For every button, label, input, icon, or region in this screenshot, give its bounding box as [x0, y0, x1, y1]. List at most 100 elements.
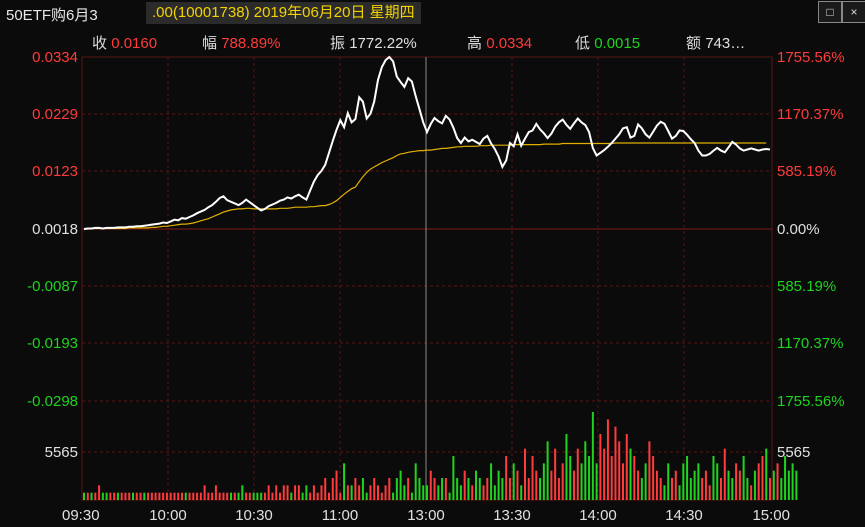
volume-bar [124, 492, 127, 500]
x-tick-label: 13:00 [407, 507, 445, 524]
volume-bar [358, 485, 361, 500]
volume-bar [263, 492, 266, 500]
close-icon[interactable]: × [842, 1, 865, 23]
volume-bar [535, 470, 538, 500]
volume-bar [346, 485, 349, 500]
volume-bar [599, 434, 602, 500]
volume-bar [260, 492, 263, 500]
volume-bar [776, 463, 779, 500]
volume-bar [501, 478, 504, 500]
volume-bar [727, 470, 730, 500]
volume-bar [173, 492, 176, 500]
volume-bar [437, 485, 440, 500]
stat-amplitude: 振 1772.22% [330, 35, 417, 52]
volume-bar [772, 470, 775, 500]
volume-bar [181, 492, 183, 500]
volume-bar [248, 492, 251, 500]
volume-bar [497, 470, 500, 500]
volume-bar [686, 456, 689, 500]
volume-bar [655, 470, 658, 500]
volume-bar [305, 485, 308, 500]
volume-bar [105, 492, 108, 500]
x-tick-label: 15:00 [752, 507, 790, 524]
y-left-tick-label: 0.0018 [32, 221, 78, 238]
x-axis-labels: 09:30 10:00 10:30 11:00 13:00 13:30 14:00 14:30… [62, 507, 790, 524]
volume-bar [369, 485, 372, 500]
y-left-tick-label: 0.0123 [32, 163, 78, 180]
volume-bar [614, 426, 617, 500]
volume-bar [561, 463, 564, 500]
volume-bar [516, 470, 519, 500]
price-line [83, 55, 771, 230]
volume-bar [795, 470, 798, 500]
volume-bar [512, 463, 515, 500]
volume-bar [704, 470, 707, 500]
volume-bar [410, 492, 413, 500]
volume-bar [241, 485, 244, 500]
volume-bar [339, 492, 342, 500]
volume-bar [463, 470, 466, 500]
volume-bar [120, 492, 123, 500]
volume-bar [324, 478, 327, 500]
volume-bar [482, 485, 485, 500]
volume-bar [230, 492, 232, 500]
volume-bar [135, 492, 138, 500]
volume-bar [637, 470, 640, 500]
volume-bar [384, 485, 387, 500]
volume-bar [588, 456, 591, 500]
volume-bar [554, 448, 557, 500]
volume-bar [520, 485, 523, 500]
x-tick-label: 14:30 [665, 507, 703, 524]
volume-bar [618, 441, 621, 500]
volume-bar [361, 478, 364, 500]
price-lines [83, 55, 771, 230]
volume-bar [294, 485, 297, 500]
volume-bar [441, 478, 444, 500]
volume-bar [527, 478, 530, 500]
volume-bar [456, 478, 459, 500]
volume-bar [791, 463, 794, 500]
volume-bar [444, 478, 447, 500]
volume-bar [399, 470, 402, 500]
volume-bar [542, 463, 545, 500]
volume-left-tick-label: 5565 [45, 444, 78, 461]
y-right-tick-label: 1170.37% [777, 335, 843, 352]
stats-bar: 收 0.0160 幅 788.89% 振 1772.22% 高 0.0334 低… [0, 28, 780, 52]
volume-bar [279, 492, 281, 500]
volume-bar [610, 456, 613, 500]
chart-frame [81, 56, 773, 501]
volume-bar [606, 419, 609, 500]
volume-bar [648, 441, 651, 500]
stat-amount: 额 743… [686, 35, 746, 52]
volume-bar [165, 492, 168, 500]
volume-bar [147, 492, 150, 500]
volume-bar [211, 492, 214, 500]
volume-bar [395, 478, 398, 500]
volume-bar [644, 463, 647, 500]
y-left-tick-label: -0.0298 [27, 393, 78, 410]
volume-bar [505, 456, 508, 500]
volume-bar [753, 470, 756, 500]
volume-bar [380, 492, 383, 500]
volume-bar [731, 478, 734, 500]
restore-icon[interactable]: □ [818, 1, 842, 23]
stat-low: 低 0.0015 [575, 35, 641, 52]
x-tick-label: 10:30 [235, 507, 273, 524]
volume-bar [524, 448, 526, 500]
x-tick-label: 09:30 [62, 507, 100, 524]
volume-bar [320, 485, 323, 500]
x-tick-label: 13:30 [493, 507, 531, 524]
volume-bar [769, 478, 771, 500]
volume-bar [493, 485, 496, 500]
stat-close: 收 0.0160 [92, 35, 158, 52]
volume-bar [708, 485, 711, 500]
volume-bar [309, 492, 312, 500]
volume-bar [539, 478, 542, 500]
volume-bar [267, 485, 270, 500]
volume-bar [546, 441, 549, 500]
volume-bar [184, 492, 187, 500]
x-tick-label: 11:00 [322, 507, 358, 524]
volume-bar [459, 485, 462, 500]
volume-bar [633, 456, 636, 500]
